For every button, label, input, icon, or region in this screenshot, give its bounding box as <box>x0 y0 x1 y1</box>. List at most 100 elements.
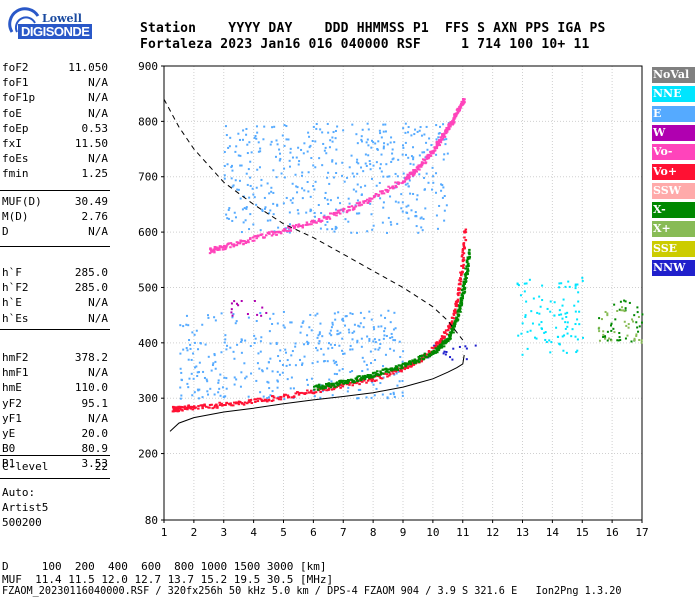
echo-point-E <box>346 176 349 179</box>
echo-point-E <box>331 159 334 162</box>
trace-point-Vo- <box>369 197 372 200</box>
trace-point-Vo- <box>429 150 432 153</box>
trace-point-Vo+ <box>183 405 187 408</box>
echo-point-E <box>259 350 262 353</box>
echo-point-E <box>287 138 290 141</box>
param-row: hmF2 378.2 <box>2 350 108 365</box>
echo-point-E <box>397 201 400 204</box>
echo-point-E <box>418 129 421 132</box>
trace-point-Vo+ <box>448 325 451 328</box>
trace-point-Vo- <box>291 224 295 227</box>
trace-point-Vo+ <box>177 406 181 409</box>
trace-point-Vo- <box>233 244 236 247</box>
trace-point-Vo+ <box>392 372 395 375</box>
trace-point-Vo+ <box>266 400 269 403</box>
trace-point-X- <box>468 256 472 259</box>
echo-point-E <box>245 127 248 130</box>
echo-point-E <box>220 351 223 354</box>
echo-point-E <box>318 332 321 335</box>
trace-point-Vo+ <box>458 282 462 285</box>
trace-point-X- <box>428 352 432 355</box>
trace-point-Vo+ <box>464 239 468 242</box>
echo-point-E <box>356 172 359 175</box>
trace-point-Vo+ <box>201 405 204 408</box>
echo-point-E <box>262 138 265 141</box>
trace-point-Vo- <box>327 216 331 219</box>
echo-point-E <box>213 353 216 356</box>
echo-point-E <box>324 191 327 194</box>
trace-point-X- <box>449 332 453 335</box>
trace-point-Vo- <box>407 177 411 180</box>
logo-digisonde-text: DIGISONDE <box>18 24 93 39</box>
trace-point-Vo+ <box>243 401 247 404</box>
echo-point-E <box>318 157 321 160</box>
echo-point-E <box>229 346 232 349</box>
echo-point-E <box>339 331 342 334</box>
trace-point-Vo- <box>449 121 453 124</box>
trace-point-X- <box>441 342 445 345</box>
echo-point-E <box>306 150 309 153</box>
echo-point-E <box>182 348 185 351</box>
echo-point-E <box>343 352 346 355</box>
param-name: foF2 <box>2 61 29 74</box>
echo-point-E <box>375 184 378 187</box>
echo-point-E <box>309 144 312 147</box>
echo-point-E <box>407 185 410 188</box>
echo-point-E <box>303 142 306 145</box>
echo-point-E <box>341 161 344 164</box>
param-value: 285.0 <box>74 266 108 279</box>
trace-point-Vo- <box>229 242 233 245</box>
echo-point-E <box>223 150 226 153</box>
echo-point-E <box>326 176 329 179</box>
trace-point-Vo- <box>401 181 405 184</box>
trace-point-Vo- <box>362 201 366 204</box>
echo-point-E <box>251 187 254 190</box>
y-tick-label: 500 <box>138 281 158 294</box>
trace-point-Vo+ <box>173 410 177 413</box>
echo-point-E <box>402 127 405 130</box>
echo-point-E <box>381 221 384 224</box>
echo-point-E <box>357 388 360 391</box>
echo-point-E <box>423 188 426 191</box>
echo-point-E <box>382 365 385 368</box>
trace-point-Vo- <box>214 247 218 250</box>
trace-point-X- <box>417 360 421 363</box>
echo-point-E <box>333 312 336 315</box>
trace-point-Vo- <box>347 205 350 208</box>
echo-point-E <box>336 333 339 336</box>
trace-point-X- <box>452 324 455 327</box>
footer-file-info: FZAOM_20230116040000.RSF / 320fx256h 50 … <box>2 586 622 597</box>
trace-point-X- <box>376 370 379 373</box>
trace-point-X- <box>467 251 471 254</box>
trace-point-Vo+ <box>394 370 398 373</box>
echo-point-E <box>328 378 331 381</box>
echo-point-W <box>235 302 238 305</box>
trace-point-Vo- <box>449 125 452 128</box>
trace-point-Vo- <box>386 190 389 193</box>
trace-point-Vo+ <box>378 375 381 378</box>
echo-point-E <box>367 128 370 131</box>
echo-point-E <box>188 377 191 380</box>
trace-point-X- <box>324 386 327 389</box>
trace-point-X- <box>434 351 437 354</box>
trace-point-Vo- <box>338 209 342 212</box>
trace-point-Vo- <box>459 105 463 108</box>
echo-point-E <box>406 182 409 185</box>
echo-point-E <box>446 152 449 155</box>
echo-point-E <box>243 207 246 210</box>
trace-point-Vo+ <box>203 404 207 407</box>
echo-point-E <box>191 331 194 334</box>
trace-point-Vo- <box>433 149 436 152</box>
trace-point-Vo+ <box>247 401 250 404</box>
echo-point-E <box>296 209 299 212</box>
echo-point-E <box>234 179 237 182</box>
trace-point-X- <box>430 354 433 357</box>
echo-point-E <box>243 195 246 198</box>
echo-point-NNE <box>538 323 541 326</box>
trace-point-Vo- <box>418 168 421 171</box>
echo-point-E <box>310 157 313 160</box>
trace-point-Vo+ <box>400 370 403 373</box>
echo-point-E <box>316 336 319 339</box>
trace-point-Vo+ <box>330 388 334 391</box>
echo-point-NNE <box>562 349 565 352</box>
